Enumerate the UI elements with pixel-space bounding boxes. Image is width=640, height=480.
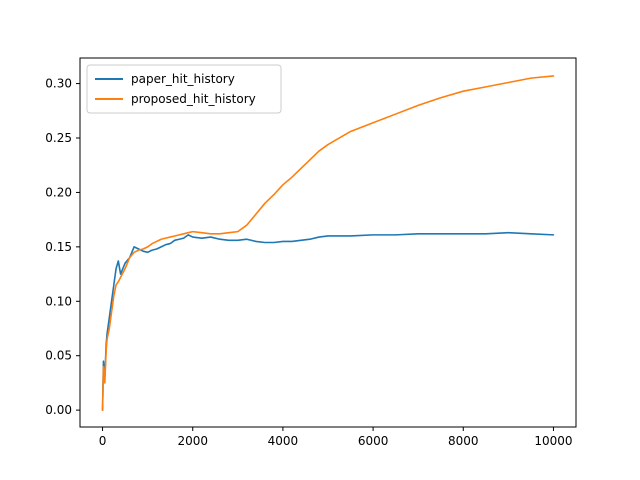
y-tick-label: 0.00 <box>45 403 72 417</box>
x-tick-label: 6000 <box>358 434 389 448</box>
axes-frame <box>79 57 577 428</box>
series-layer <box>101 75 555 411</box>
y-tick-label: 0.30 <box>45 77 72 91</box>
y-tick-label: 0.20 <box>45 185 72 199</box>
x-tick-label: 10000 <box>534 434 572 448</box>
series-line-proposed_hit_history <box>101 75 555 411</box>
legend-box <box>86 64 282 114</box>
y-tick-label: 0.05 <box>45 349 72 363</box>
y-axis-ticks: 0.00 0.05 0.10 0.15 0.20 0.25 0.30 <box>45 77 80 417</box>
x-tick-label: 8000 <box>448 434 479 448</box>
x-axis-ticks: 0 2000 4000 6000 8000 10000 <box>99 427 573 448</box>
x-tick-label: 2000 <box>177 434 208 448</box>
legend: paper_hit_history proposed_hit_history <box>86 64 282 114</box>
y-tick-label: 0.10 <box>45 294 72 308</box>
y-tick-label: 0.15 <box>45 240 72 254</box>
series-line-paper_hit_history <box>101 231 555 411</box>
x-tick-label: 0 <box>99 434 107 448</box>
y-tick-label: 0.25 <box>45 131 72 145</box>
x-tick-label: 4000 <box>268 434 299 448</box>
legend-label-paper_hit_history: paper_hit_history <box>131 72 235 86</box>
legend-label-proposed_hit_history: proposed_hit_history <box>131 92 256 106</box>
